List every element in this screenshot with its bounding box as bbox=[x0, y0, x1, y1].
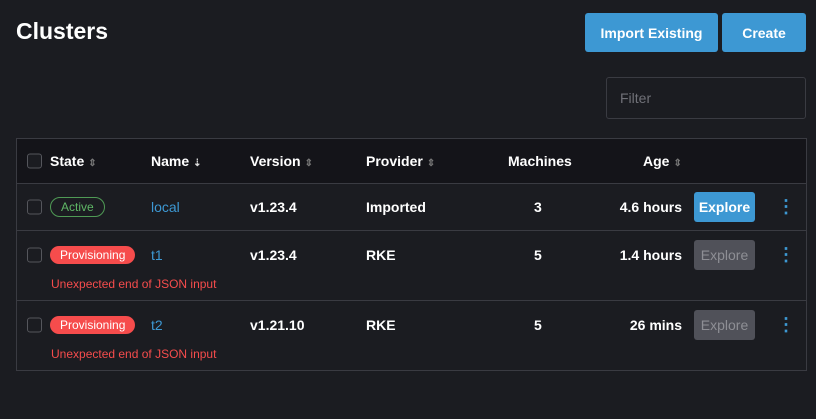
create-button[interactable]: Create bbox=[722, 13, 806, 52]
status-badge: Active bbox=[50, 197, 105, 217]
page-title: Clusters bbox=[16, 18, 109, 44]
sort-down-icon: ⇣ bbox=[193, 158, 202, 169]
version: v1.23.4 bbox=[250, 247, 297, 263]
row-checkbox[interactable] bbox=[27, 317, 42, 333]
status-badge: Provisioning bbox=[50, 316, 136, 334]
column-label: Name bbox=[151, 153, 190, 169]
error-message: Unexpected end of JSON input bbox=[51, 347, 217, 361]
sort-icon: ⇕ bbox=[673, 158, 682, 169]
column-age[interactable]: Age ⇕ bbox=[643, 153, 682, 169]
cluster-name-link[interactable]: local bbox=[151, 199, 180, 215]
age: 4.6 hours bbox=[619, 199, 682, 215]
column-machines: Machines bbox=[508, 153, 572, 169]
table-header: State ⇕ Name ⇣ Version ⇕ Provider ⇕ Machines… bbox=[17, 139, 806, 184]
table-row: Active local v1.23.4 Imported 3 4.6 hour… bbox=[17, 184, 806, 231]
sort-icon: ⇕ bbox=[88, 158, 97, 169]
import-existing-button[interactable]: Import Existing bbox=[585, 13, 718, 52]
column-state[interactable]: State ⇕ bbox=[50, 153, 97, 169]
column-name[interactable]: Name ⇣ bbox=[151, 153, 202, 169]
machines: 5 bbox=[534, 317, 542, 333]
status-badge: Provisioning bbox=[50, 246, 136, 264]
age: 26 mins bbox=[629, 317, 682, 333]
version: v1.23.4 bbox=[250, 199, 297, 215]
age: 1.4 hours bbox=[619, 247, 682, 263]
more-actions-icon[interactable]: ⋮ bbox=[777, 196, 795, 217]
filter-input[interactable] bbox=[606, 77, 806, 119]
cluster-name-link[interactable]: t2 bbox=[151, 317, 163, 333]
provider: Imported bbox=[366, 199, 426, 215]
cluster-name-link[interactable]: t1 bbox=[151, 247, 163, 263]
version: v1.21.10 bbox=[250, 317, 305, 333]
machines: 3 bbox=[534, 199, 542, 215]
sort-icon: ⇕ bbox=[304, 158, 313, 169]
error-message: Unexpected end of JSON input bbox=[51, 277, 217, 291]
more-actions-icon[interactable]: ⋮ bbox=[777, 314, 795, 335]
column-label: Age bbox=[643, 153, 670, 169]
clusters-table: State ⇕ Name ⇣ Version ⇕ Provider ⇕ Machines… bbox=[16, 138, 807, 371]
select-all-checkbox[interactable] bbox=[27, 153, 42, 169]
column-version[interactable]: Version ⇕ bbox=[250, 153, 313, 169]
explore-button[interactable]: Explore bbox=[694, 240, 755, 270]
table-row: Provisioning t1 v1.23.4 RKE 5 1.4 hours … bbox=[17, 231, 806, 301]
column-label: Version bbox=[250, 153, 301, 169]
column-label: State bbox=[50, 153, 85, 169]
column-provider[interactable]: Provider ⇕ bbox=[366, 153, 435, 169]
more-actions-icon[interactable]: ⋮ bbox=[777, 244, 795, 265]
explore-button[interactable]: Explore bbox=[694, 310, 755, 340]
row-checkbox[interactable] bbox=[27, 199, 42, 215]
table-row: Provisioning t2 v1.21.10 RKE 5 26 mins E… bbox=[17, 301, 806, 371]
explore-button[interactable]: Explore bbox=[694, 192, 755, 222]
machines: 5 bbox=[534, 247, 542, 263]
provider: RKE bbox=[366, 247, 396, 263]
row-checkbox[interactable] bbox=[27, 247, 42, 263]
column-label: Provider bbox=[366, 153, 423, 169]
provider: RKE bbox=[366, 317, 396, 333]
sort-icon: ⇕ bbox=[426, 158, 436, 169]
